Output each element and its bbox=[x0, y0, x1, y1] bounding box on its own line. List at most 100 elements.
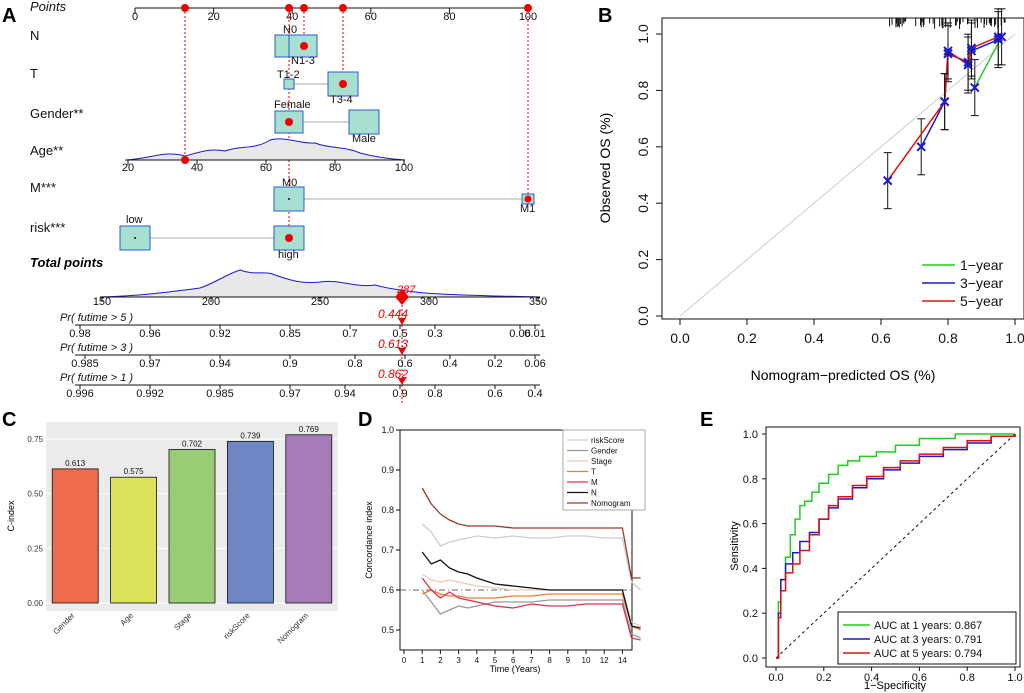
nomogram-panel: A Points 0 20 40 60 80 100 N N0 N1-3 T bbox=[2, 0, 547, 405]
marker-m bbox=[525, 196, 532, 203]
c-ytick-label: 0.75 bbox=[27, 435, 43, 444]
b-line-1 bbox=[921, 40, 998, 147]
c-ylabel: C-index bbox=[6, 500, 16, 532]
calibration-panel: B 0.0 0.2 0.4 0.6 0.8 1.0 0.0 0.2 0.4 0.6 0.8 1.0 O… bbox=[597, 5, 1024, 383]
d-xtick-label: 4 bbox=[475, 656, 480, 665]
d-xtick-label: 3 bbox=[456, 656, 461, 665]
points-tick-label: 40 bbox=[286, 11, 298, 23]
prob-tick-label: 0.85 bbox=[279, 328, 300, 340]
b-ylabel: Observed OS (%) bbox=[597, 113, 613, 223]
prob-tick-label: 0.992 bbox=[136, 388, 164, 400]
d-line-M bbox=[422, 578, 640, 640]
var-m-label: M*** bbox=[30, 180, 56, 195]
d-legend-label: T bbox=[591, 468, 596, 477]
panel-label-d: D bbox=[358, 409, 372, 431]
prob-tick-label: 0.9 bbox=[282, 358, 297, 370]
c-bar-Gender bbox=[52, 469, 98, 603]
prob-tick-label: 0.996 bbox=[66, 388, 94, 400]
total-tick-label: 300 bbox=[420, 296, 438, 308]
prob-tick-label: 0.96 bbox=[139, 328, 160, 340]
c-xtick-label: Stage bbox=[172, 611, 194, 633]
prob-tick-label: 0.8 bbox=[427, 388, 442, 400]
c-xtick-label: Nomogram bbox=[276, 611, 311, 646]
d-legend-label: riskScore bbox=[591, 436, 625, 445]
c-xtick-label: riskScore bbox=[222, 611, 252, 641]
c-value-label: 0.702 bbox=[182, 439, 203, 448]
c-bar-Stage bbox=[169, 449, 215, 603]
c-bar-Nomogram bbox=[286, 435, 332, 603]
c-value-label: 0.739 bbox=[240, 431, 261, 440]
b-legend: 1−year 3−year 5−year bbox=[922, 257, 1004, 309]
b-xtick-label: 0.2 bbox=[737, 330, 757, 346]
e-ytick-label: 0.6 bbox=[743, 519, 758, 531]
prob-tick-label: 0.94 bbox=[334, 388, 355, 400]
c-ytick-label: 0.00 bbox=[27, 599, 43, 608]
d-xtick-label: 14 bbox=[618, 656, 627, 665]
b-line-2 bbox=[888, 37, 999, 181]
e-xtick-label: 1.0 bbox=[1007, 672, 1022, 684]
points-tick-label: 0 bbox=[132, 11, 138, 23]
prob-value: 0.613 bbox=[378, 337, 408, 351]
b-xtick-label: 0.8 bbox=[938, 330, 958, 346]
total-tick-label: 150 bbox=[93, 296, 111, 308]
age-tick-label: 80 bbox=[329, 162, 341, 174]
e-ytick-label: 0.0 bbox=[743, 653, 758, 665]
d-xtick-label: 8 bbox=[547, 656, 552, 665]
prob-tick-label: 0.985 bbox=[206, 388, 234, 400]
level-high: high bbox=[278, 249, 299, 261]
prob-tick-label: 0.92 bbox=[209, 328, 230, 340]
concordance-panel: D 0.50.60.70.80.91.00 1 2 3 4 5 6 7 8 9 10 12 14risk… bbox=[358, 409, 645, 674]
b-ytick-label: 1.0 bbox=[635, 24, 651, 44]
prob-tick-label: 0.4 bbox=[527, 388, 542, 400]
b-legend-label: 1−year bbox=[960, 257, 1004, 273]
total-points-label: Total points bbox=[30, 255, 103, 270]
d-xtick-label: 10 bbox=[582, 656, 591, 665]
b-ytick-label: 0.6 bbox=[635, 137, 651, 157]
b-xlabel: Nomogram−predicted OS (%) bbox=[751, 367, 936, 383]
d-line-Gender bbox=[422, 590, 640, 638]
e-legend-label: AUC at 5 years: 0.794 bbox=[874, 648, 982, 660]
b-ytick-label: 0.4 bbox=[635, 193, 651, 213]
prob-row-label: Pr( futime > 1 ) bbox=[60, 372, 133, 384]
prob-tick-label: 0.985 bbox=[71, 358, 99, 370]
d-xtick-label: 1 bbox=[420, 656, 425, 665]
d-ytick-label: 0.5 bbox=[381, 625, 394, 635]
d-legend-label: N bbox=[591, 489, 597, 498]
d-ylabel: Concordance index bbox=[364, 501, 374, 579]
c-value-label: 0.769 bbox=[299, 425, 320, 434]
box-male bbox=[349, 110, 379, 134]
b-xtick-label: 0.4 bbox=[804, 330, 824, 346]
d-line-riskScore bbox=[422, 524, 640, 590]
points-tick-label: 80 bbox=[443, 11, 455, 23]
total-tick-label: 250 bbox=[311, 296, 329, 308]
b-legend-label: 3−year bbox=[960, 275, 1004, 291]
prob-tick-label: 0.97 bbox=[139, 358, 160, 370]
e-ytick-label: 0.4 bbox=[743, 563, 758, 575]
d-ytick-label: 0.8 bbox=[381, 505, 394, 515]
total-tick-label: 200 bbox=[202, 296, 220, 308]
c-xtick-label: Age bbox=[119, 611, 136, 628]
panel-label-a: A bbox=[2, 5, 16, 27]
level-n13: N1-3 bbox=[291, 55, 315, 67]
marker-age bbox=[181, 156, 189, 164]
d-ytick-label: 1.0 bbox=[381, 425, 394, 435]
d-ytick-label: 0.9 bbox=[381, 465, 394, 475]
b-ytick-label: 0.0 bbox=[635, 306, 651, 326]
marker-risk bbox=[285, 234, 293, 242]
d-xlabel: Time (Years) bbox=[490, 664, 541, 674]
prob-tick-label: 0.6 bbox=[487, 388, 502, 400]
prob-tick-label: 0.97 bbox=[279, 388, 300, 400]
level-low: low bbox=[126, 214, 143, 226]
panel-label-b: B bbox=[598, 5, 612, 27]
e-legend-label: AUC at 1 years: 0.867 bbox=[874, 620, 982, 632]
var-n-label: N bbox=[30, 28, 39, 43]
c-ytick-label: 0.25 bbox=[27, 544, 43, 553]
d-legend-label: Stage bbox=[591, 457, 612, 466]
e-xtick-label: 0.2 bbox=[816, 672, 831, 684]
prob-value: 0.862 bbox=[378, 367, 408, 381]
marker-n bbox=[300, 42, 308, 50]
prob-tick-label: 0.01 bbox=[524, 328, 545, 340]
prob-tick-label: 0.3 bbox=[427, 328, 442, 340]
e-ylabel: Sensitivity bbox=[729, 521, 741, 571]
prob-tick-label: 0.2 bbox=[487, 358, 502, 370]
